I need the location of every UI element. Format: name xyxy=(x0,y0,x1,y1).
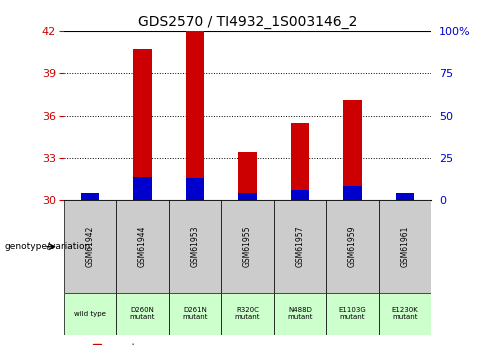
Bar xyxy=(343,186,362,200)
Text: wild type: wild type xyxy=(74,311,106,317)
Legend: count, percentile rank within the sample: count, percentile rank within the sample xyxy=(93,343,273,345)
Text: E1103G
mutant: E1103G mutant xyxy=(339,307,367,321)
Text: E1230K
mutant: E1230K mutant xyxy=(392,307,418,321)
Bar xyxy=(396,197,414,200)
Bar xyxy=(81,193,99,200)
Bar xyxy=(64,200,116,293)
Bar xyxy=(379,293,431,335)
Bar xyxy=(116,200,169,293)
Bar xyxy=(379,200,431,293)
Bar xyxy=(169,293,221,335)
Text: GSM61959: GSM61959 xyxy=(348,226,357,267)
Text: R320C
mutant: R320C mutant xyxy=(235,307,260,321)
Bar xyxy=(221,200,274,293)
Text: D261N
mutant: D261N mutant xyxy=(182,307,208,321)
Text: GSM61957: GSM61957 xyxy=(295,226,304,267)
Bar xyxy=(133,49,151,200)
Text: GSM61961: GSM61961 xyxy=(400,226,410,267)
Bar xyxy=(326,200,379,293)
Bar xyxy=(169,200,221,293)
Title: GDS2570 / TI4932_1S003146_2: GDS2570 / TI4932_1S003146_2 xyxy=(138,14,357,29)
Bar xyxy=(238,152,257,200)
Bar xyxy=(81,196,99,200)
Bar xyxy=(274,293,326,335)
Bar xyxy=(116,293,169,335)
Text: GSM61942: GSM61942 xyxy=(85,226,95,267)
Bar xyxy=(238,193,257,200)
Bar xyxy=(291,189,309,200)
Text: genotype/variation: genotype/variation xyxy=(5,242,91,251)
Bar xyxy=(186,178,204,200)
Bar xyxy=(64,293,116,335)
Bar xyxy=(186,31,204,200)
Bar xyxy=(221,293,274,335)
Text: GSM61944: GSM61944 xyxy=(138,226,147,267)
Bar xyxy=(326,293,379,335)
Bar xyxy=(133,177,151,200)
Text: N488D
mutant: N488D mutant xyxy=(287,307,313,321)
Bar xyxy=(291,122,309,200)
Bar xyxy=(396,193,414,200)
Text: GSM61953: GSM61953 xyxy=(191,226,199,267)
Text: GSM61955: GSM61955 xyxy=(243,226,252,267)
Bar xyxy=(274,200,326,293)
Bar xyxy=(343,100,362,200)
Text: D260N
mutant: D260N mutant xyxy=(130,307,155,321)
